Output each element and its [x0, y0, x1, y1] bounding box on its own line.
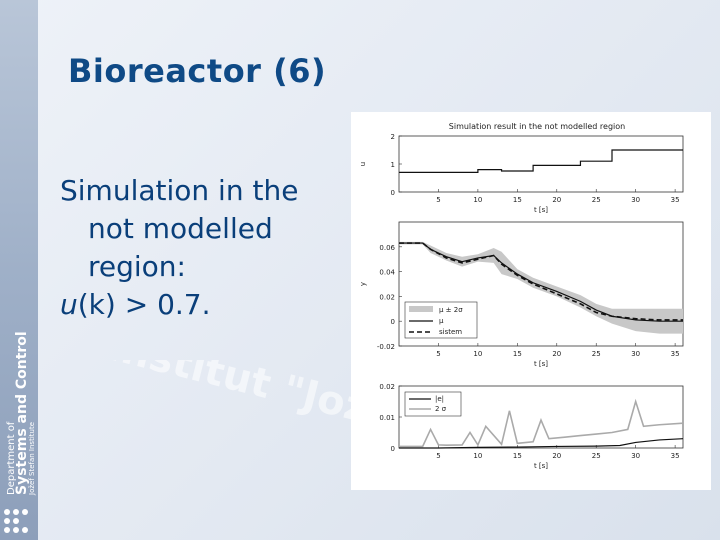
slide-title: Bioreactor (6) [68, 52, 327, 90]
confidence-band [399, 241, 683, 334]
x-axis-label: t [s] [534, 360, 548, 368]
slide-body: Simulation in the not modelled region: u… [60, 172, 340, 324]
simulation-figure: Simulation result in the not modelled re… [351, 112, 711, 490]
body-variable-u: u [60, 288, 78, 321]
y-tick-label: 0.02 [379, 383, 395, 391]
y-tick-label: 0.04 [379, 269, 395, 277]
x-tick-label: 10 [473, 452, 482, 460]
x-tick-label: 35 [671, 452, 680, 460]
legend-label-sigma: 2 σ [435, 405, 447, 413]
body-line-4: u(k) > 0.7. [60, 288, 211, 321]
legend-label-mean: μ [439, 317, 444, 325]
figure-title: Simulation result in the not modelled re… [449, 122, 625, 131]
y-axis-label: u [359, 162, 367, 166]
x-axis-label: t [s] [534, 206, 548, 214]
x-tick-label: 15 [513, 350, 522, 358]
left-decorative-sidebar: Department of Systems and Control Jožef … [0, 0, 38, 540]
logo-line-2: Systems and Control [14, 331, 30, 495]
logo-line-3: Jožef Stefan Institute [28, 422, 36, 496]
x-tick-label: 25 [592, 350, 601, 358]
legend-label-error: |e| [435, 395, 444, 403]
x-tick-label: 25 [592, 196, 601, 204]
y-tick-label: 0.06 [379, 244, 395, 252]
y-tick-label: 0.02 [379, 293, 395, 301]
x-tick-label: 35 [671, 350, 680, 358]
legend-label-system: sistem [439, 328, 462, 336]
x-tick-label: 35 [671, 196, 680, 204]
x-tick-label: 5 [436, 196, 440, 204]
x-tick-label: 10 [473, 350, 482, 358]
x-tick-label: 20 [552, 196, 561, 204]
body-line-3: region: [88, 250, 186, 283]
input-signal-line [399, 149, 683, 174]
x-tick-label: 20 [552, 350, 561, 358]
body-line-1: Simulation in the [60, 174, 299, 207]
simulation-figure-svg: Simulation result in the not modelled re… [359, 122, 684, 470]
x-tick-label: 15 [513, 452, 522, 460]
body-condition: (k) > 0.7. [77, 288, 211, 321]
department-logo: Department of Systems and Control Jožef … [6, 331, 36, 496]
legend-label-band: μ ± 2σ [439, 306, 463, 314]
x-axis-label: t [s] [534, 462, 548, 470]
y-tick-label: 0 [391, 189, 395, 197]
panel-1-axes [398, 135, 684, 193]
y-axis-label: y [359, 282, 367, 286]
y-tick-label: 1 [391, 161, 395, 169]
x-tick-label: 10 [473, 196, 482, 204]
x-tick-label: 5 [436, 350, 440, 358]
y-tick-label: -0.02 [377, 343, 395, 351]
two-sigma-line [399, 398, 684, 448]
y-tick-label: 0 [391, 318, 395, 326]
y-tick-label: 0 [391, 445, 395, 453]
x-tick-label: 30 [631, 196, 640, 204]
system-line [399, 242, 683, 321]
x-tick-label: 30 [631, 350, 640, 358]
x-tick-label: 30 [631, 452, 640, 460]
abs-error-line [399, 438, 684, 449]
logo-line-1: Department of [6, 421, 17, 495]
legend-swatch-band [409, 306, 433, 312]
x-tick-label: 15 [513, 196, 522, 204]
y-tick-label: 0.01 [379, 414, 395, 422]
x-tick-label: 5 [436, 452, 440, 460]
x-tick-label: 25 [592, 452, 601, 460]
y-tick-label: 2 [391, 133, 395, 141]
dots-logo-mark [4, 509, 28, 533]
x-tick-label: 20 [552, 452, 561, 460]
body-line-2: not modelled [88, 212, 273, 245]
legend-box-2 [404, 391, 462, 417]
